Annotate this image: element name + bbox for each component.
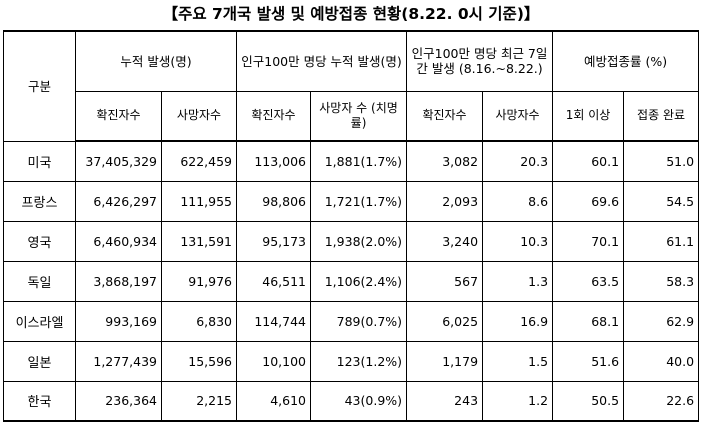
table-row: 일본 1,277,439 15,596 10,100 123(1.2%) 1,179 1.5… [3, 340, 700, 382]
dose1-rate-cell: 63.5 [552, 260, 625, 302]
recent-cases-cell: 3,082 [406, 140, 484, 182]
country-cell: 이스라엘 [3, 300, 76, 342]
table-row: 영국 6,460,934 131,591 95,173 1,938(2.0%) 3,240… [3, 220, 700, 262]
header-cumulative: 누적 발생(명) [74, 30, 238, 92]
country-cell: 독일 [3, 260, 76, 302]
cumulative-deaths-cell: 131,591 [160, 220, 238, 262]
per-million-deaths-cell: 123(1.2%) [310, 340, 408, 382]
per-million-deaths-cell: 1,938(2.0%) [310, 220, 408, 262]
header-per-million-cumulative: 인구100만 명당 누적 발생(명) [236, 30, 408, 92]
dose1-rate-cell: 60.1 [552, 140, 625, 182]
header-confirmed: 확진자수 [75, 90, 162, 142]
recent-deaths-cell: 1.3 [482, 260, 554, 302]
per-million-deaths-cell: 1,721(1.7%) [310, 180, 408, 222]
recent-cases-cell: 2,093 [406, 180, 484, 222]
complete-rate-cell: 54.5 [623, 180, 700, 222]
per-million-cases-cell: 113,006 [236, 140, 312, 182]
header-deaths: 사망자수 [160, 90, 238, 142]
cumulative-deaths-cell: 622,459 [160, 140, 238, 182]
complete-rate-cell: 58.3 [623, 260, 700, 302]
dose1-rate-cell: 68.1 [552, 300, 625, 342]
recent-cases-cell: 1,179 [406, 340, 484, 382]
vaccination-table: 구분 누적 발생(명) 인구100만 명당 누적 발생(명) 인구100만 명당… [3, 30, 700, 422]
header-vaccination: 예방접종률 (%) [552, 30, 700, 92]
header-dose1: 1회 이상 [552, 90, 625, 142]
recent-cases-cell: 243 [406, 380, 484, 422]
per-million-cases-cell: 46,511 [236, 260, 312, 302]
table-row: 미국 37,405,329 622,459 113,006 1,881(1.7%) 3,0… [3, 140, 700, 182]
per-million-cases-cell: 95,173 [236, 220, 312, 262]
cumulative-cases-cell: 236,364 [75, 380, 162, 422]
per-million-cases-cell: 4,610 [236, 380, 312, 422]
table-row: 이스라엘 993,169 6,830 114,744 789(0.7%) 6,025 16.… [3, 300, 700, 342]
dose1-rate-cell: 51.6 [552, 340, 625, 382]
cumulative-cases-cell: 6,460,934 [75, 220, 162, 262]
cumulative-cases-cell: 993,169 [75, 300, 162, 342]
cumulative-deaths-cell: 6,830 [160, 300, 238, 342]
complete-rate-cell: 61.1 [623, 220, 700, 262]
header-group: 구분 [3, 30, 76, 142]
header-confirmed-recent: 확진자수 [406, 90, 484, 142]
per-million-deaths-cell: 789(0.7%) [310, 300, 408, 342]
recent-cases-cell: 3,240 [406, 220, 484, 262]
cumulative-cases-cell: 37,405,329 [75, 140, 162, 182]
country-cell: 미국 [3, 140, 76, 182]
header-deaths-recent: 사망자수 [482, 90, 554, 142]
recent-deaths-cell: 1.5 [482, 340, 554, 382]
per-million-deaths-cell: 1,881(1.7%) [310, 140, 408, 182]
per-million-cases-cell: 114,744 [236, 300, 312, 342]
table-row: 독일 3,868,197 91,976 46,511 1,106(2.4%) 567 1.3… [3, 260, 700, 302]
header-deaths-pm: 사망자 수 (치명률) [310, 90, 408, 142]
recent-deaths-cell: 8.6 [482, 180, 554, 222]
table-title: 【주요 7개국 발생 및 예방접종 현황(8.22. 0시 기준)】 [162, 5, 540, 23]
recent-cases-cell: 6,025 [406, 300, 484, 342]
complete-rate-cell: 51.0 [623, 140, 700, 182]
per-million-deaths-cell: 43(0.9%) [310, 380, 408, 422]
per-million-cases-cell: 98,806 [236, 180, 312, 222]
cumulative-deaths-cell: 111,955 [160, 180, 238, 222]
per-million-cases-cell: 10,100 [236, 340, 312, 382]
complete-rate-cell: 40.0 [623, 340, 700, 382]
header-confirmed-pm: 확진자수 [236, 90, 312, 142]
country-cell: 일본 [3, 340, 76, 382]
recent-cases-cell: 567 [406, 260, 484, 302]
recent-deaths-cell: 20.3 [482, 140, 554, 182]
table-row: 한국 236,364 2,215 4,610 43(0.9%) 243 1.2 50.5 22.… [3, 380, 700, 422]
recent-deaths-cell: 16.9 [482, 300, 554, 342]
cumulative-deaths-cell: 91,976 [160, 260, 238, 302]
header-per-million-recent: 인구100만 명당 최근 7일간 발생 (8.16.~8.22.) [406, 30, 554, 92]
recent-deaths-cell: 10.3 [482, 220, 554, 262]
cumulative-cases-cell: 1,277,439 [75, 340, 162, 382]
country-cell: 한국 [3, 380, 76, 422]
complete-rate-cell: 22.6 [623, 380, 700, 422]
table-row: 프랑스 6,426,297 111,955 98,806 1,721(1.7%) 2,09… [3, 180, 700, 222]
recent-deaths-cell: 1.2 [482, 380, 554, 422]
cumulative-cases-cell: 6,426,297 [75, 180, 162, 222]
country-cell: 영국 [3, 220, 76, 262]
dose1-rate-cell: 50.5 [552, 380, 625, 422]
complete-rate-cell: 62.9 [623, 300, 700, 342]
per-million-deaths-cell: 1,106(2.4%) [310, 260, 408, 302]
cumulative-deaths-cell: 2,215 [160, 380, 238, 422]
country-cell: 프랑스 [3, 180, 76, 222]
cumulative-cases-cell: 3,868,197 [75, 260, 162, 302]
dose1-rate-cell: 70.1 [552, 220, 625, 262]
cumulative-deaths-cell: 15,596 [160, 340, 238, 382]
dose1-rate-cell: 69.6 [552, 180, 625, 222]
header-complete: 접종 완료 [623, 90, 700, 142]
